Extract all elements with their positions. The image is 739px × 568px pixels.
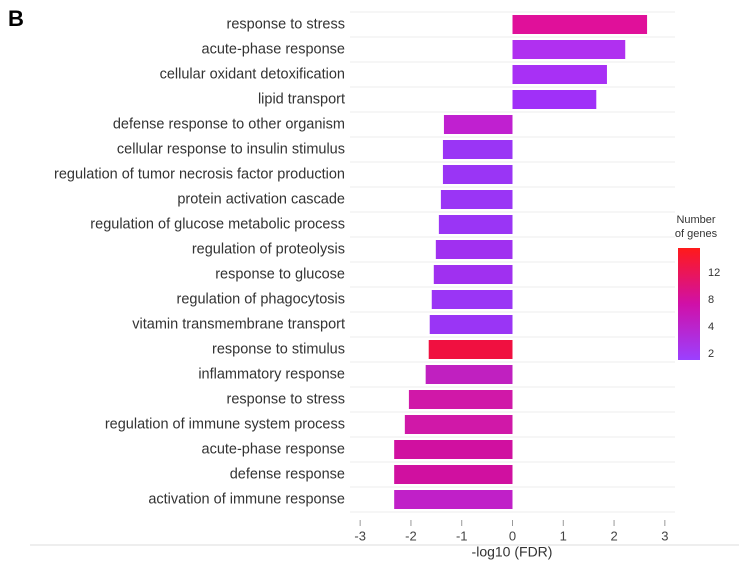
- bar: [442, 140, 513, 159]
- panel-label: B: [8, 6, 24, 31]
- bar: [512, 65, 607, 84]
- bar: [433, 265, 513, 284]
- y-tick-label: defense response to other organism: [113, 116, 345, 132]
- x-tick-label: 2: [610, 528, 617, 543]
- bar: [512, 90, 597, 109]
- bar: [442, 165, 513, 184]
- y-tick-label: response to stress: [227, 391, 345, 407]
- y-tick-label: acute-phase response: [202, 441, 346, 457]
- bar: [443, 115, 513, 134]
- legend-title: Number of genes: [675, 214, 718, 240]
- y-tick-label: protein activation cascade: [177, 191, 345, 207]
- y-tick-label: lipid transport: [258, 91, 345, 107]
- y-tick-label: vitamin transmembrane transport: [132, 316, 345, 332]
- y-tick-label: regulation of glucose metabolic process: [90, 216, 345, 232]
- y-tick-label: activation of immune response: [148, 491, 345, 507]
- x-tick-label: 1: [560, 528, 567, 543]
- y-tick-label: regulation of immune system process: [105, 416, 345, 432]
- bar: [394, 465, 513, 484]
- y-tick-label: regulation of proteolysis: [192, 241, 345, 257]
- legend-tick-label: 4: [708, 321, 714, 333]
- y-tick-label: inflammatory response: [198, 366, 345, 382]
- bar: [425, 365, 513, 384]
- bar: [408, 390, 513, 409]
- x-tick-label: -2: [405, 528, 417, 543]
- bar: [429, 315, 513, 334]
- y-tick-label: cellular response to insulin stimulus: [117, 141, 345, 157]
- bar: [431, 290, 513, 309]
- y-tick-label: response to stimulus: [212, 341, 345, 357]
- y-tick-label: acute-phase response: [202, 41, 346, 57]
- bar: [440, 190, 513, 209]
- y-tick-label: defense response: [230, 466, 345, 482]
- x-axis-label: -log10 (FDR): [472, 544, 553, 560]
- bar: [394, 440, 513, 459]
- color-scale: [678, 248, 700, 360]
- bar: [512, 15, 648, 34]
- x-tick-label: -1: [456, 528, 468, 543]
- y-tick-label: response to stress: [227, 16, 345, 32]
- y-tick-label: response to glucose: [215, 266, 345, 282]
- legend-tick-label: 12: [708, 267, 720, 279]
- x-tick-label: -3: [354, 528, 366, 543]
- bar: [428, 340, 513, 359]
- x-tick-label: 3: [661, 528, 668, 543]
- legend-tick-label: 2: [708, 348, 714, 360]
- bar: [512, 40, 626, 59]
- y-tick-label: cellular oxidant detoxification: [160, 66, 345, 82]
- x-tick-label: 0: [509, 528, 516, 543]
- bar: [435, 240, 513, 259]
- bar: [438, 215, 513, 234]
- y-tick-label: regulation of phagocytosis: [177, 291, 345, 307]
- bar: [404, 415, 513, 434]
- bar: [394, 490, 513, 509]
- y-tick-label: regulation of tumor necrosis factor prod…: [54, 166, 345, 182]
- legend-tick-label: 8: [708, 294, 714, 306]
